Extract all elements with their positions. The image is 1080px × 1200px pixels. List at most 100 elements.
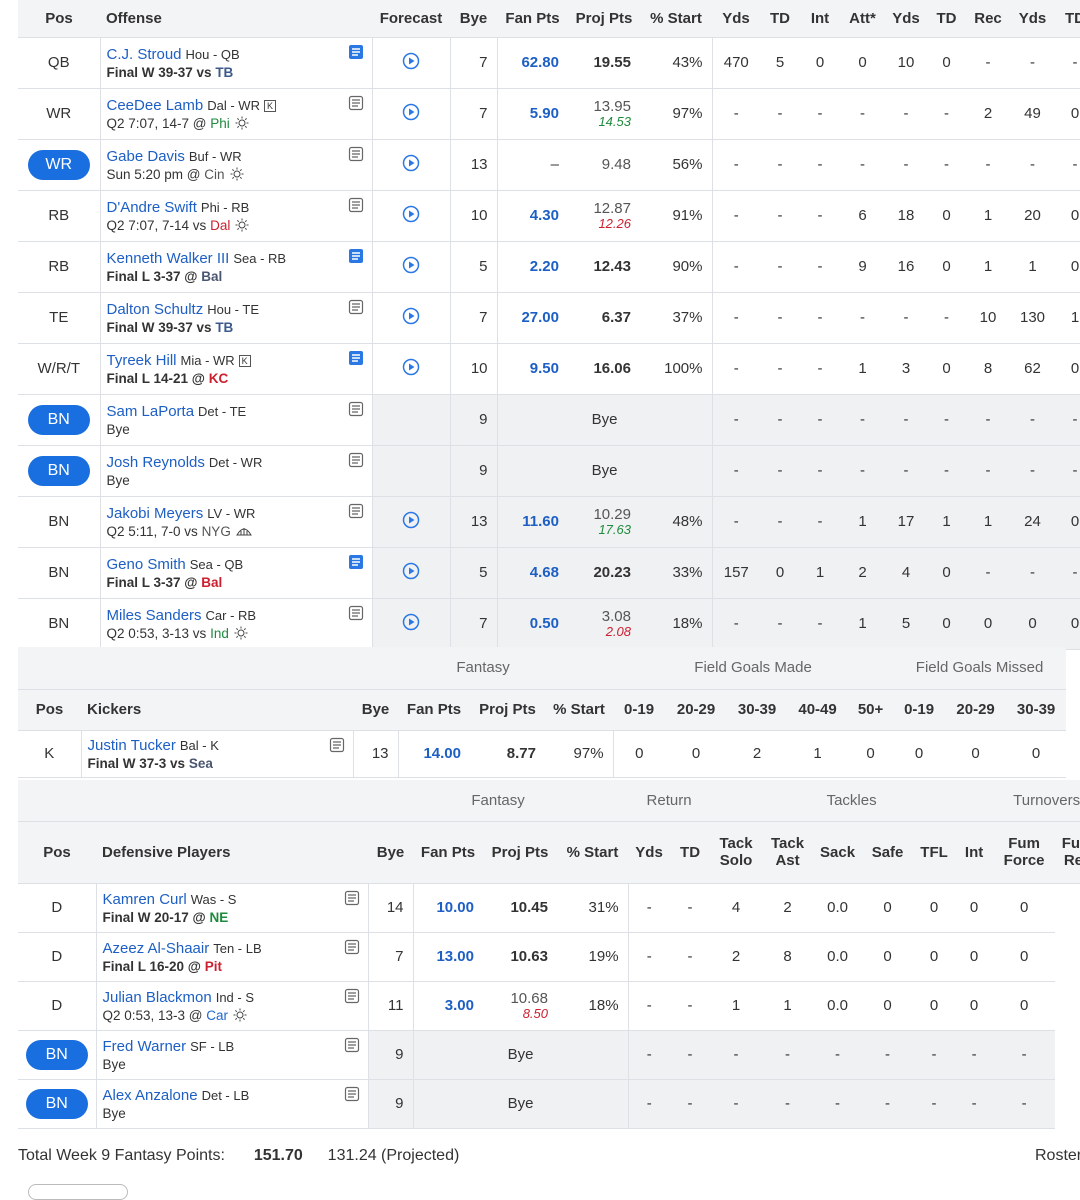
note-icon[interactable] [344,988,360,1004]
player-name[interactable]: Geno Smith [106,555,186,573]
position-badge[interactable]: BN [27,455,90,486]
stat-value: - [760,496,800,548]
player-name[interactable]: Kenneth Walker III [106,249,230,267]
position-badge[interactable]: BN [25,1039,88,1070]
note-icon[interactable] [348,197,364,213]
stat-value: - [710,1079,763,1129]
stat-value: - [760,190,800,242]
player-line: D'Andre Swift Phi - RB [107,199,366,216]
note-button[interactable] [348,197,364,217]
position-badge[interactable]: WR [27,149,90,180]
column-header: Defensive Players [96,821,368,884]
note-icon[interactable] [348,401,364,417]
player-name[interactable]: D'Andre Swift [106,198,197,216]
note-button[interactable] [348,248,364,268]
button-edge[interactable] [28,1184,128,1200]
player-name[interactable]: Josh Reynolds [106,453,205,471]
note-button[interactable] [348,401,364,421]
note-button[interactable] [348,452,364,472]
note-icon[interactable] [348,605,364,621]
team-position: Was - S [190,891,237,907]
player-name[interactable]: C.J. Stroud [106,45,182,63]
note-icon[interactable] [348,299,364,315]
stat-value: - [670,1030,711,1080]
player-name[interactable]: Dalton Schultz [106,300,204,318]
bye-week: 10 [450,190,498,242]
play-icon[interactable] [402,358,420,376]
stat-value: - [1055,445,1080,497]
note-icon[interactable] [348,452,364,468]
play-icon[interactable] [402,511,420,529]
player-row: QB C.J. Stroud Hou - QB Final W 39-37 vs TB… [18,37,1080,89]
stat-value: 0 [862,932,914,982]
note-button[interactable] [348,299,364,319]
play-icon[interactable] [402,613,420,631]
note-icon[interactable] [348,44,364,60]
note-button[interactable] [344,1086,360,1106]
position-badge[interactable]: BN [25,1088,88,1119]
note-icon[interactable] [344,1086,360,1102]
bye-label: Bye [497,394,713,446]
player-name[interactable]: Miles Sanders [106,606,202,624]
roster-link[interactable]: Roster [1035,1147,1080,1164]
stat-value: 4 [885,547,927,599]
play-icon[interactable] [402,256,420,274]
weather-icon [234,626,248,639]
player-name[interactable]: Alex Anzalone [102,1086,198,1104]
note-icon[interactable] [348,95,364,111]
stat-value: 18 [885,190,927,242]
note-button[interactable] [348,554,364,574]
player-name[interactable]: Justin Tucker [87,736,176,754]
note-icon[interactable] [348,503,364,519]
note-button[interactable] [344,890,360,910]
play-icon[interactable] [402,103,420,121]
player-name[interactable]: Jakobi Meyers [106,504,204,522]
note-icon[interactable] [348,554,364,570]
note-button[interactable] [344,939,360,959]
stat-value: - [885,88,927,140]
stat-value: 10 [885,37,927,89]
player-name[interactable]: Azeez Al-Shaair [102,939,210,957]
note-icon[interactable] [348,248,364,264]
player-name[interactable]: Julian Blackmon [102,988,212,1006]
position-badge[interactable]: BN [27,404,90,435]
note-icon[interactable] [344,1037,360,1053]
stat-value: - [712,190,760,242]
bye-label: Bye [413,1030,629,1080]
note-button[interactable] [348,146,364,166]
weather-icon [235,116,249,129]
group-label: Field Goals Made [613,647,894,690]
player-name[interactable]: Sam LaPorta [106,402,195,420]
note-icon[interactable] [348,146,364,162]
note-icon[interactable] [348,350,364,366]
note-icon[interactable] [329,737,345,753]
stat-value: - [1055,37,1080,89]
live-projection: 12.26 [598,216,631,231]
note-icon[interactable] [344,939,360,955]
play-icon[interactable] [402,52,420,70]
player-name[interactable]: CeeDee Lamb [106,96,204,114]
note-button[interactable] [348,44,364,64]
column-header: 40-49 [787,689,849,731]
player-name[interactable]: Tyreek Hill [106,351,177,369]
note-icon[interactable] [344,890,360,906]
player-name[interactable]: Gabe Davis [106,147,185,165]
play-icon[interactable] [402,307,420,325]
note-button[interactable] [348,503,364,523]
note-button[interactable] [348,605,364,625]
note-button[interactable] [348,350,364,370]
note-button[interactable] [348,95,364,115]
stat-value: 0 [913,932,956,982]
note-button[interactable] [329,737,345,757]
play-icon[interactable] [402,205,420,223]
stat-value: - [800,343,840,395]
fantasy-points: 13.00 [413,932,483,982]
note-button[interactable] [344,1037,360,1057]
player-name[interactable]: Kamren Curl [102,890,187,908]
note-button[interactable] [344,988,360,1008]
stat-value: - [800,445,840,497]
play-icon[interactable] [402,562,420,580]
play-icon[interactable] [402,154,420,172]
player-name[interactable]: Fred Warner [102,1037,187,1055]
